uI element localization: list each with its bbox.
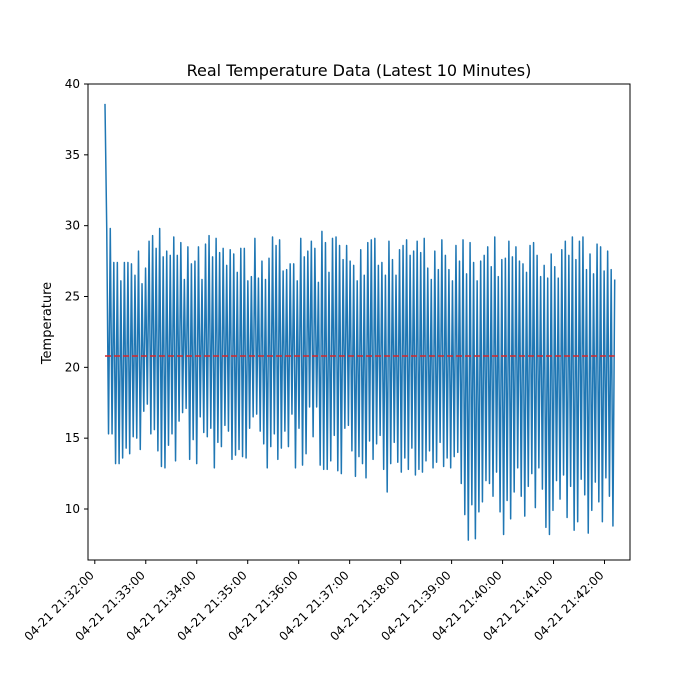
y-tick-label: 40: [65, 77, 80, 91]
y-tick-label: 25: [65, 290, 80, 304]
y-tick-label: 20: [65, 360, 80, 374]
y-axis-label: Temperature: [40, 282, 55, 365]
y-tick-label: 10: [65, 502, 80, 516]
y-tick-label: 35: [65, 148, 80, 162]
chart-title: Real Temperature Data (Latest 10 Minutes…: [187, 61, 532, 80]
y-tick-label: 30: [65, 219, 80, 233]
y-tick-label: 15: [65, 431, 80, 445]
plot-frame: [87, 83, 631, 561]
y-axis: 10 15 20 25 30 35 40: [65, 77, 88, 516]
temperature-series-line: [104, 103, 616, 541]
